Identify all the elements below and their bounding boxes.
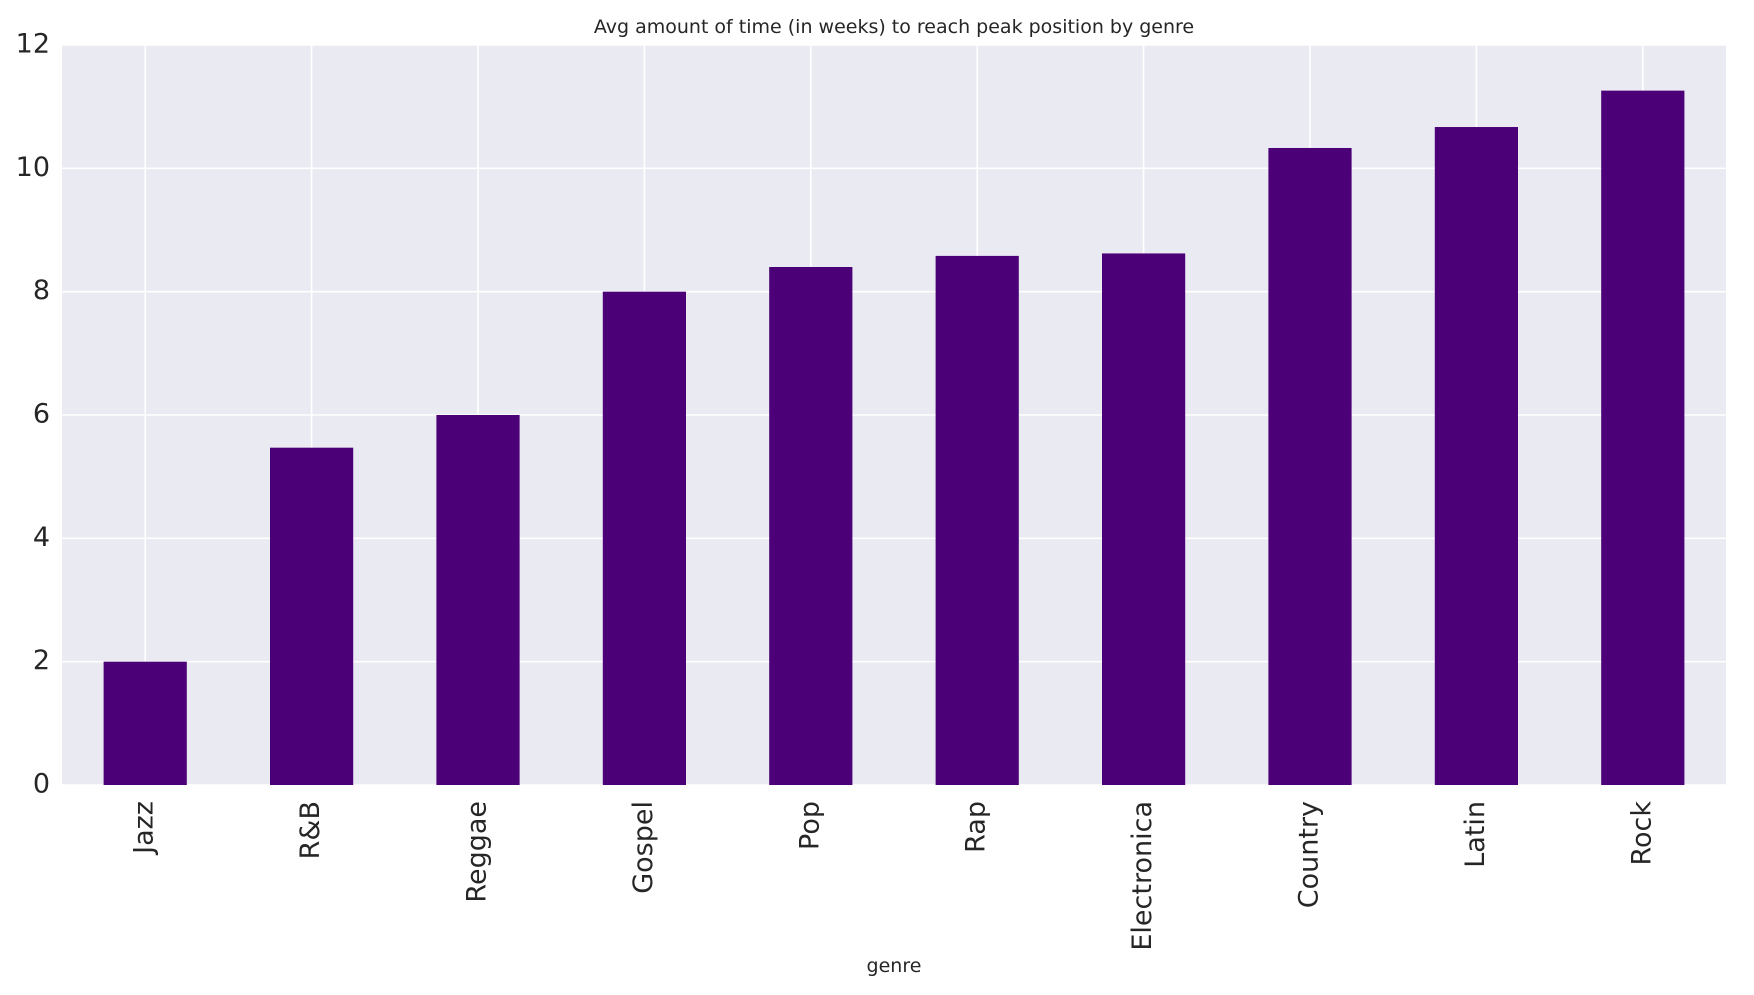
bar-latin bbox=[1434, 127, 1518, 786]
bar-r-b bbox=[270, 447, 354, 785]
bars bbox=[103, 90, 1685, 786]
chart-title: Avg amount of time (in weeks) to reach p… bbox=[594, 16, 1194, 38]
x-tick-label: R&B bbox=[295, 801, 326, 859]
bar-rock bbox=[1601, 90, 1685, 786]
y-tick-label: 4 bbox=[33, 522, 50, 553]
y-tick-label: 6 bbox=[33, 399, 50, 430]
x-tick-label: Latin bbox=[1460, 801, 1491, 868]
x-tick-label: Pop bbox=[794, 801, 825, 850]
x-tick-label: Reggae bbox=[462, 801, 493, 903]
x-tick-label: Jazz bbox=[129, 801, 160, 856]
bar-reggae bbox=[436, 415, 520, 785]
y-axis-ticks: 0 2 4 6 8 10 12 bbox=[16, 29, 50, 800]
x-axis-ticks: Jazz R&B Reggae Gospel Pop Rap Electronica Coun… bbox=[129, 801, 1658, 951]
x-axis-label: genre bbox=[867, 955, 922, 977]
x-tick-label: Gospel bbox=[628, 801, 659, 894]
y-tick-label: 12 bbox=[16, 29, 50, 60]
bar-country bbox=[1268, 147, 1352, 785]
y-tick-label: 2 bbox=[33, 645, 50, 676]
bar-pop bbox=[769, 267, 853, 785]
x-tick-label: Rap bbox=[961, 801, 992, 853]
bar-rap bbox=[935, 255, 1019, 785]
bar-gospel bbox=[602, 291, 686, 785]
y-tick-label: 8 bbox=[33, 275, 50, 306]
bar-jazz bbox=[103, 661, 187, 785]
bar-electronica bbox=[1102, 253, 1186, 785]
x-tick-label: Rock bbox=[1626, 801, 1657, 866]
x-tick-label: Country bbox=[1294, 801, 1325, 908]
y-tick-label: 0 bbox=[33, 769, 50, 800]
x-tick-label: Electronica bbox=[1127, 801, 1158, 951]
y-tick-label: 10 bbox=[16, 152, 50, 183]
